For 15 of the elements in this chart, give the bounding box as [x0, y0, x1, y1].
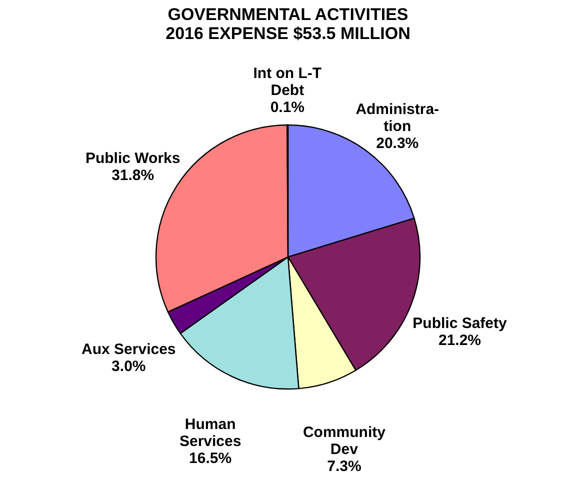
chart-title: GOVERNMENTAL ACTIVITIES 2016 EXPENSE $53.5 MILLION [166, 5, 410, 43]
data-label: 7.3% [327, 458, 362, 476]
slice-label: Public Safety [412, 314, 508, 332]
slice-label: Administra- tion [356, 101, 440, 136]
slice-label: Human Services [179, 416, 242, 450]
data-label: 20.3% [376, 135, 419, 152]
slice-label: Aux Services [82, 341, 176, 358]
slice-label: Int on L-T Debt [253, 65, 322, 99]
data-label: 3.0% [112, 358, 146, 375]
data-label: 16.5% [189, 450, 232, 467]
slice-label: Community Dev [302, 424, 386, 458]
slice-label: Public Works [85, 150, 180, 168]
data-label: 31.8% [112, 167, 154, 184]
data-label: 0.1% [270, 99, 305, 116]
data-label: 21.2% [438, 332, 482, 349]
